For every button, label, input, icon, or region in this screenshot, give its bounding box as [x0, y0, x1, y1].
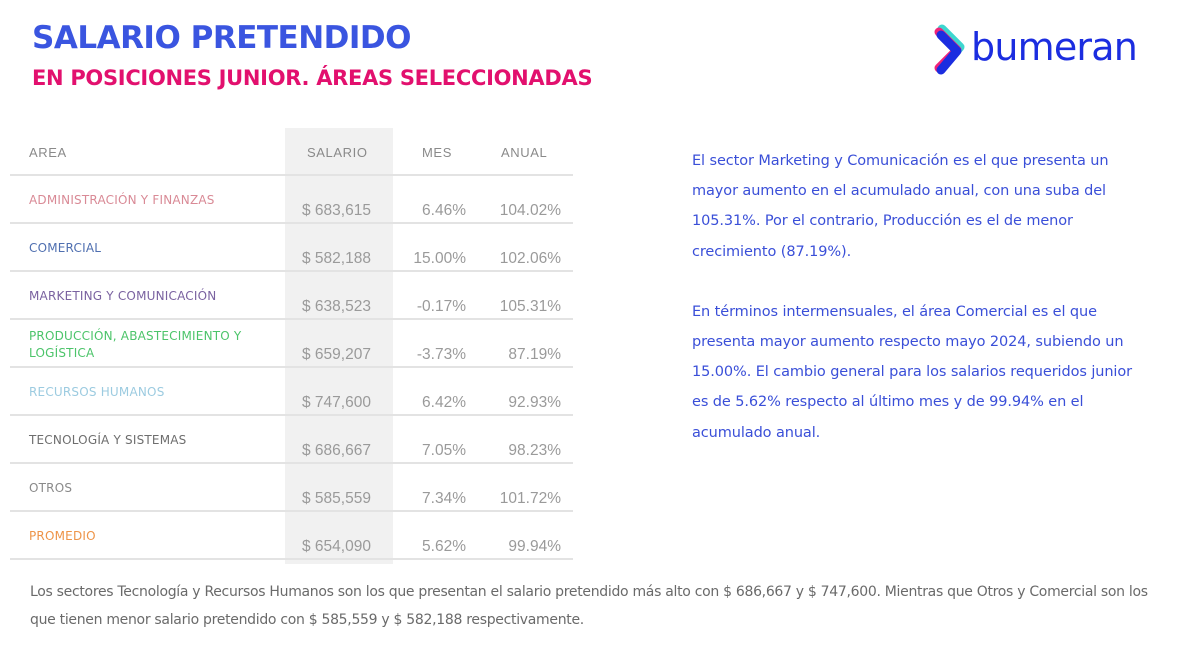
area-name: TECNOLOGÍA Y SISTEMAS	[29, 433, 187, 447]
area-name: PROMEDIO	[29, 529, 96, 543]
column-header-area: AREA	[29, 145, 67, 160]
area-name: ADMINISTRACIÓN Y FINANZAS	[29, 193, 215, 207]
note-paragraph-monthly: En términos intermensuales, el área Come…	[692, 303, 1132, 441]
salario-value: $ 686,667	[302, 442, 371, 459]
mes-value: -3.73%	[416, 346, 466, 363]
salario-value: $ 683,615	[302, 202, 371, 219]
anual-value: 101.72%	[499, 490, 561, 507]
table-header: AREA SALARIO MES ANUAL	[10, 128, 573, 176]
anual-value: 92.93%	[508, 394, 561, 411]
table-row: TECNOLOGÍA Y SISTEMAS $ 686,667 7.05% 98…	[10, 416, 573, 464]
anual-value: 99.94%	[508, 538, 561, 555]
note-paragraph-annual: El sector Marketing y Comunicación es el…	[692, 153, 1109, 260]
mes-value: 6.42%	[422, 394, 466, 411]
column-header-anual: ANUAL	[501, 145, 548, 160]
anual-value: 104.02%	[499, 202, 561, 219]
bumeran-logo: bumeran	[933, 22, 1138, 78]
salario-value: $ 638,523	[302, 298, 371, 315]
salario-value: $ 585,559	[302, 490, 371, 507]
table-row-promedio: PROMEDIO $ 654,090 5.62% 99.94%	[10, 512, 573, 560]
mes-value: 5.62%	[422, 538, 466, 555]
area-name: MARKETING Y COMUNICACIÓN	[29, 289, 217, 303]
mes-value: 6.46%	[422, 202, 466, 219]
salario-value: $ 659,207	[302, 346, 371, 363]
table-row: RECURSOS HUMANOS $ 747,600 6.42% 92.93%	[10, 368, 573, 416]
anual-value: 105.31%	[499, 298, 561, 315]
page-title: SALARIO PRETENDIDO	[32, 20, 412, 56]
table-row: MARKETING Y COMUNICACIÓN $ 638,523 -0.17…	[10, 272, 573, 320]
salary-table: AREA SALARIO MES ANUAL ADMINISTRACIÓN Y …	[10, 128, 573, 564]
mes-value: 15.00%	[413, 250, 466, 267]
page-subtitle: EN POSICIONES JUNIOR. ÁREAS SELECCIONADA…	[32, 66, 593, 90]
mes-value: -0.17%	[416, 298, 466, 315]
area-name: OTROS	[29, 481, 73, 495]
footer-summary: Los sectores Tecnología y Recursos Human…	[30, 584, 1148, 628]
column-header-mes: MES	[422, 145, 452, 160]
mes-value: 7.05%	[422, 442, 466, 459]
salary-column-highlight	[285, 128, 393, 564]
area-name: RECURSOS HUMANOS	[29, 385, 165, 399]
anual-value: 102.06%	[499, 250, 561, 267]
table-row: PRODUCCIÓN, ABASTECIMIENTO Y LOGÍSTICA $…	[10, 320, 573, 368]
table-row: OTROS $ 585,559 7.34% 101.72%	[10, 464, 573, 512]
area-name: COMERCIAL	[29, 241, 102, 255]
mes-value: 7.34%	[422, 490, 466, 507]
analysis-notes: El sector Marketing y Comunicación es el…	[692, 146, 1132, 448]
area-name: PRODUCCIÓN, ABASTECIMIENTO Y LOGÍSTICA	[29, 329, 242, 360]
anual-value: 98.23%	[508, 442, 561, 459]
anual-value: 87.19%	[508, 346, 561, 363]
salario-value: $ 654,090	[302, 538, 371, 555]
table-row: COMERCIAL $ 582,188 15.00% 102.06%	[10, 224, 573, 272]
salario-value: $ 747,600	[302, 394, 371, 411]
table-row: ADMINISTRACIÓN Y FINANZAS $ 683,615 6.46…	[10, 176, 573, 224]
bumeran-chevron-icon	[934, 24, 965, 75]
column-header-salario: SALARIO	[307, 145, 368, 160]
salario-value: $ 582,188	[302, 250, 371, 267]
logo-wordmark: bumeran	[971, 25, 1138, 69]
